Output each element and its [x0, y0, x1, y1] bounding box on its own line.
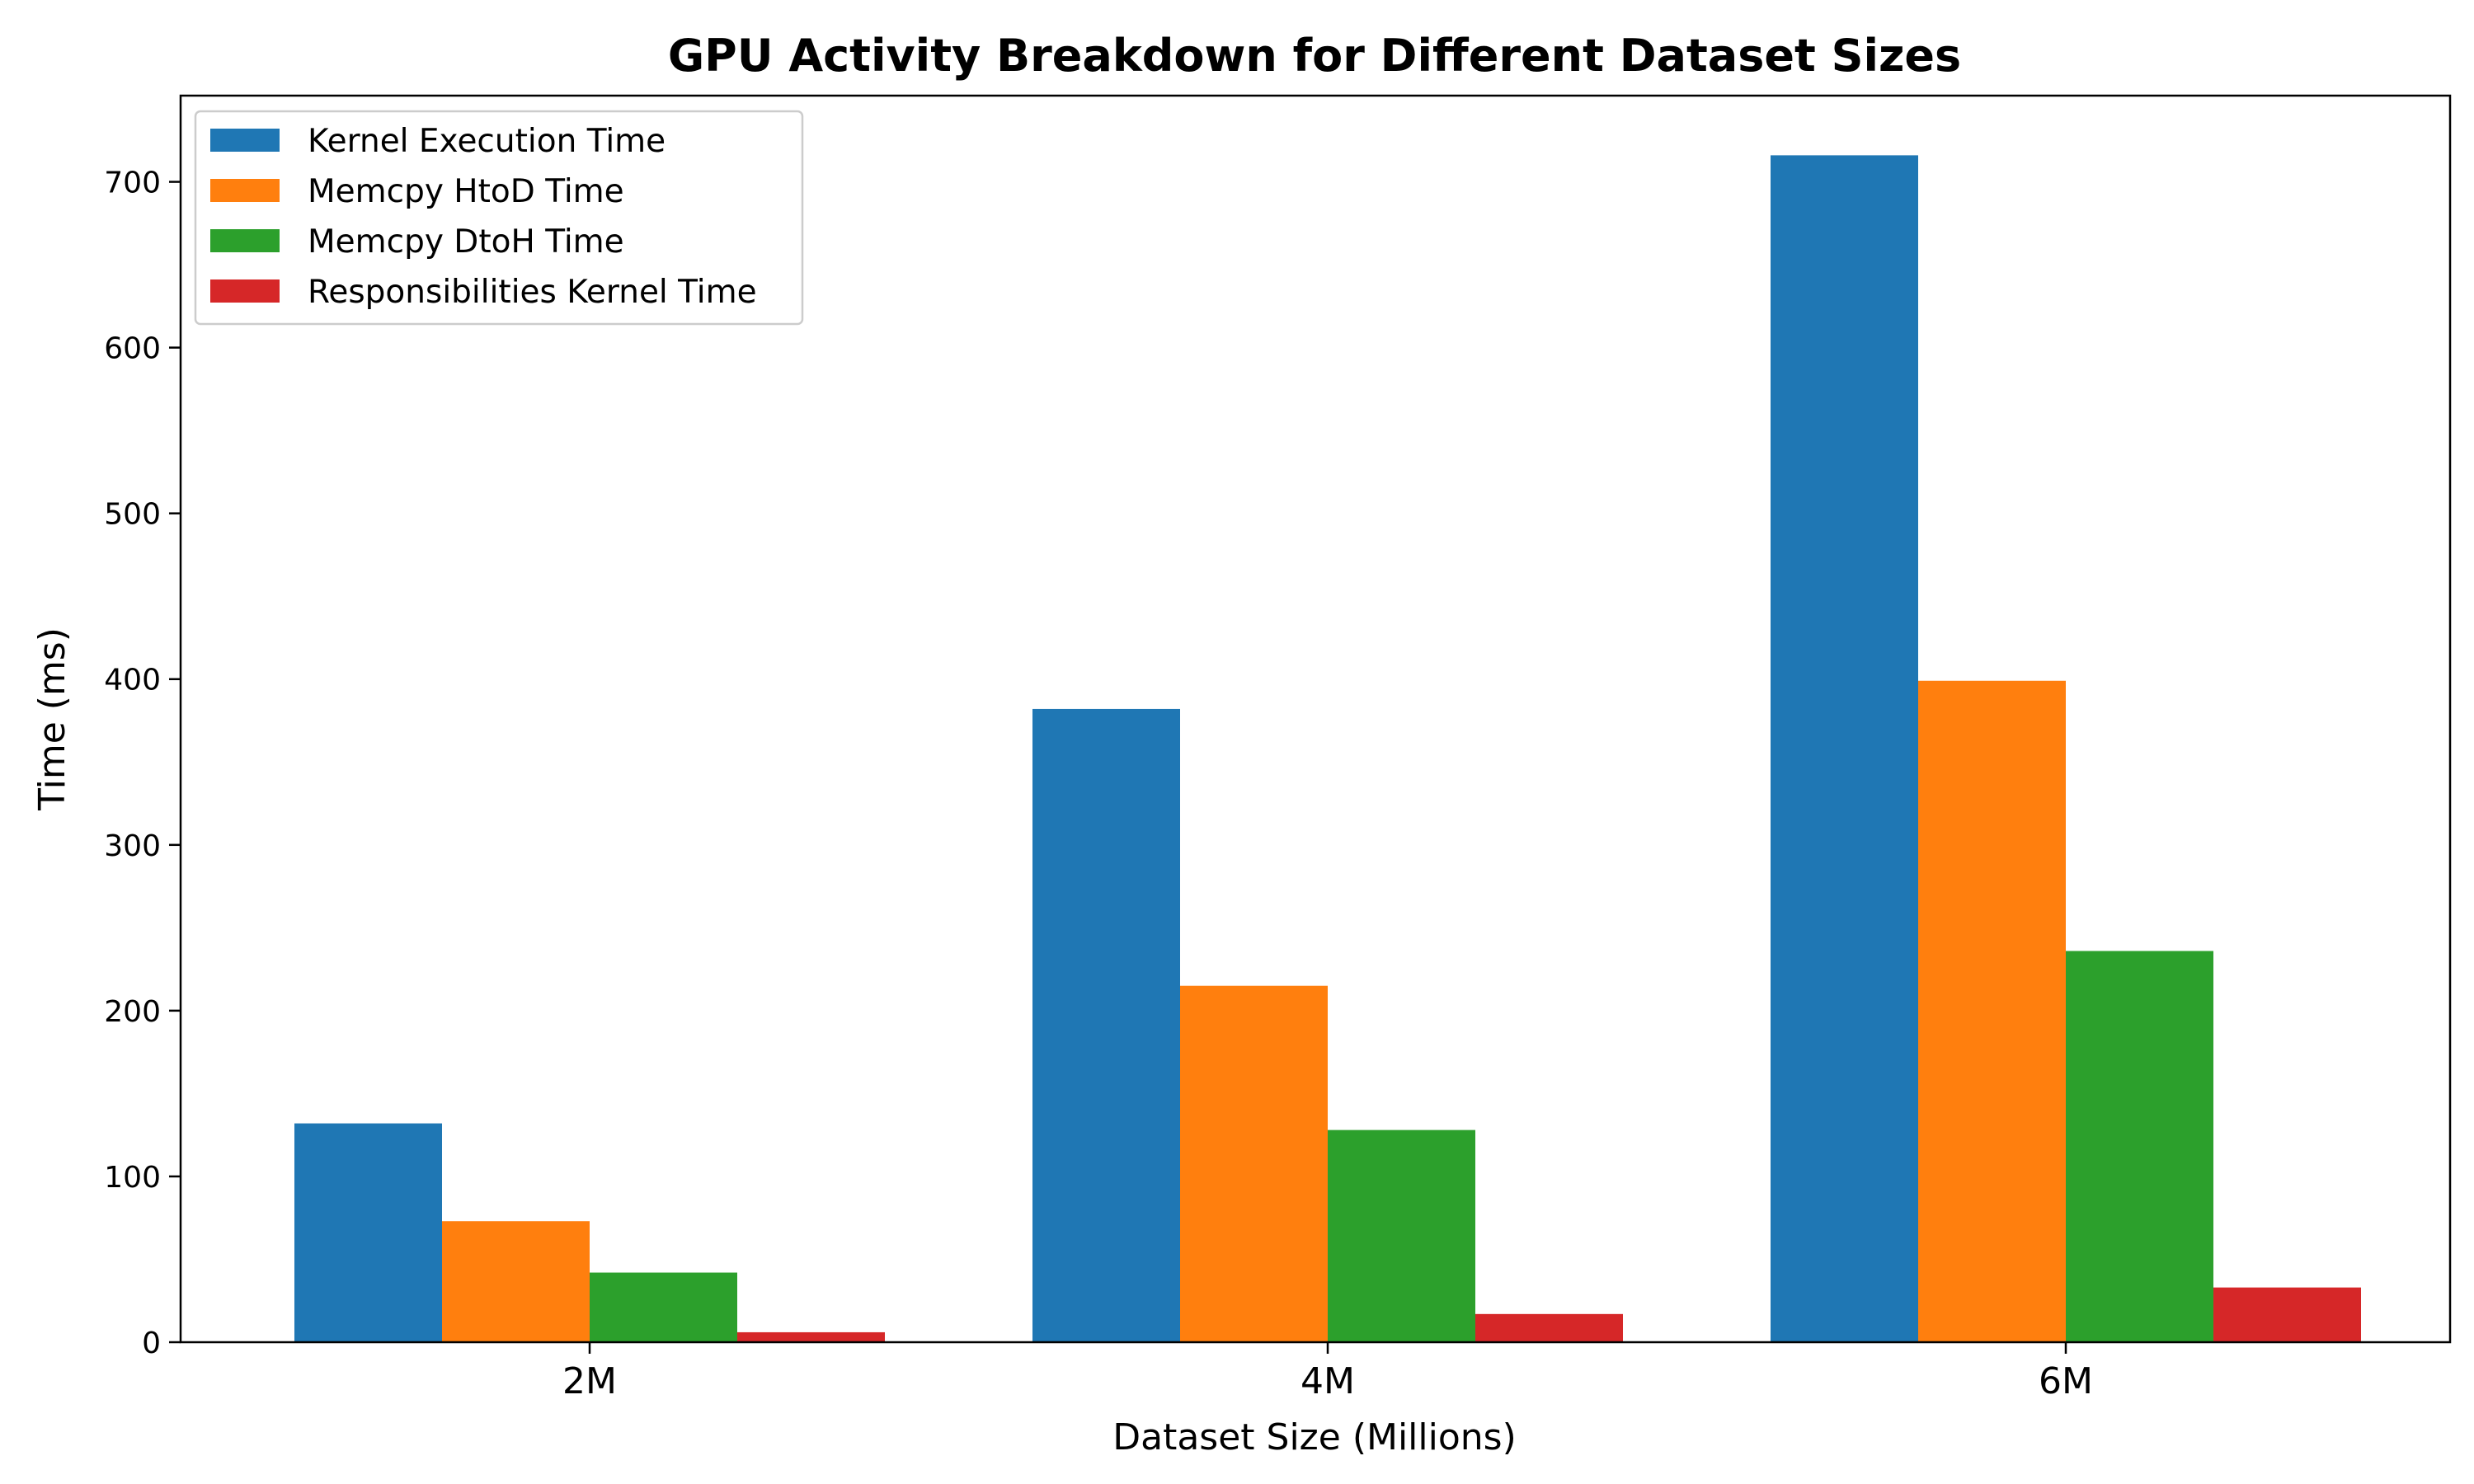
- x-tick-label: 6M: [2039, 1360, 2093, 1402]
- y-tick-label: 200: [104, 995, 161, 1029]
- legend-label-responsibilities: Responsibilities Kernel Time: [308, 274, 757, 311]
- x-tick-label: 4M: [1300, 1360, 1355, 1402]
- bar-responsibilities-6m: [2213, 1287, 2361, 1342]
- legend-label-htod: Memcpy HtoD Time: [308, 173, 624, 210]
- legend-swatch-kernel: [210, 129, 280, 152]
- bar-dtoh-2m: [590, 1272, 737, 1342]
- bar-dtoh-4m: [1328, 1129, 1475, 1342]
- legend: Kernel Execution Time Memcpy HtoD Time Mem…: [194, 110, 804, 326]
- plot-frame: [179, 94, 2452, 1344]
- legend-box: [194, 110, 804, 326]
- y-tick-label: 500: [104, 498, 161, 532]
- legend-label-dtoh: Memcpy DtoH Time: [308, 223, 624, 261]
- y-axis-label: Time (ms): [31, 627, 73, 811]
- x-axis-label: Dataset Size (Millions): [1112, 1416, 1517, 1458]
- y-tick-label: 700: [104, 167, 161, 200]
- bar-responsibilities-2m: [737, 1331, 885, 1342]
- bar-kernel-6m: [1771, 155, 1918, 1343]
- bar-responsibilities-4m: [1475, 1313, 1623, 1342]
- y-tick-label: 300: [104, 829, 161, 863]
- bar-htod-6m: [1918, 680, 2066, 1342]
- legend-label-kernel: Kernel Execution Time: [308, 123, 666, 160]
- bars-layer: [294, 155, 2361, 1343]
- y-tick-label: 0: [142, 1327, 161, 1360]
- y-tick-label: 600: [104, 332, 161, 366]
- bar-htod-4m: [1180, 985, 1328, 1342]
- chart-title: GPU Activity Breakdown for Different Dat…: [668, 30, 1961, 82]
- legend-swatch-dtoh: [210, 229, 280, 252]
- x-tick-label: 2M: [562, 1360, 617, 1402]
- bar-kernel-2m: [294, 1123, 442, 1342]
- legend-swatch-htod: [210, 179, 280, 202]
- bar-htod-2m: [442, 1221, 590, 1342]
- legend-swatch-responsibilities: [210, 279, 280, 303]
- y-axis: 0 100 200 300 400 500 600 700: [104, 167, 181, 1360]
- bar-dtoh-6m: [2066, 951, 2213, 1342]
- y-tick-label: 400: [104, 664, 161, 697]
- bar-kernel-4m: [1032, 708, 1180, 1342]
- y-tick-label: 100: [104, 1161, 161, 1195]
- x-axis: 2M 4M 6M: [562, 1342, 2093, 1402]
